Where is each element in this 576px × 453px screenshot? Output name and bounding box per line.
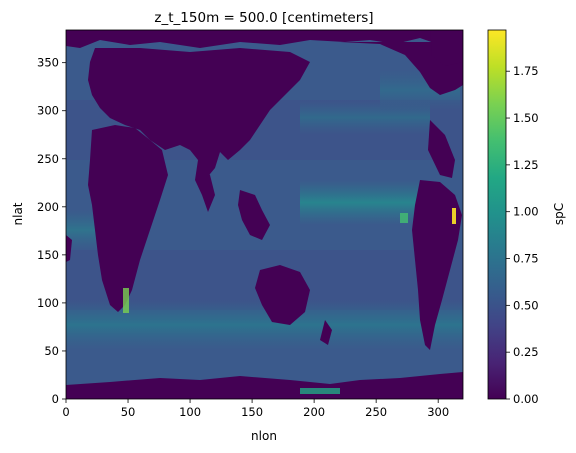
y-tick-label: 50 [44,344,59,358]
colorbar-tick-label: 0.00 [513,392,539,406]
heatmap-plot-area [66,30,463,399]
land-southeast-asia [238,190,270,240]
land-greenland [430,30,463,66]
land-eurasia [88,48,310,180]
y-tick-label: 300 [37,104,59,118]
land-new-zealand [320,320,332,345]
colorbar-tick-label: 1.50 [513,111,539,125]
colorbar-tick-label: 1.75 [513,64,539,78]
x-tick-label: 200 [303,405,325,419]
chart-title: z_t_150m = 500.0 [centimeters] [154,10,373,26]
colorbar-ticks: 0.00 0.25 0.50 0.75 1.00 1.25 1.50 1.75 [506,64,539,406]
x-tick-label: 100 [179,405,201,419]
y-axis-label: nlat [11,202,25,225]
x-tick-label: 50 [121,405,136,419]
colorbar-tick-label: 0.75 [513,252,539,266]
y-tick-label: 250 [37,152,59,166]
land-masses [66,30,463,399]
colorbar-tick-label: 1.00 [513,205,539,219]
land-africa [88,125,168,312]
land-india [195,160,215,212]
colorbar-tick-label: 1.25 [513,158,539,172]
colorbar-label: spC [552,203,566,225]
land-west-edge [66,235,72,262]
colorbar [487,29,507,400]
y-tick-label: 100 [37,296,59,310]
y-tick-label: 350 [37,56,59,70]
peru-upwelling [452,208,456,224]
y-tick-label: 150 [37,248,59,262]
y-axis: 0 50 100 150 200 250 300 350 [37,56,66,406]
colorbar-tick-label: 0.25 [513,345,539,359]
x-axis: 0 50 100 150 200 250 300 [62,399,449,419]
antarctic-coastal-highlight [300,388,340,394]
x-tick-label: 300 [427,405,449,419]
colorbar-tick-label: 0.50 [513,298,539,312]
land-antarctica [66,372,463,399]
equatorial-highlight [400,213,408,223]
y-tick-label: 200 [37,200,59,214]
benguela-upwelling [123,288,129,313]
land-south-america [412,180,462,350]
land-central-america [428,120,455,178]
land-australia [255,265,310,325]
x-axis-label: nlon [251,429,277,443]
x-tick-label: 250 [365,405,387,419]
x-tick-label: 150 [241,405,263,419]
x-tick-label: 0 [62,405,69,419]
y-tick-label: 0 [52,392,59,406]
plot-frame [65,29,464,400]
land-arctic [66,30,463,48]
